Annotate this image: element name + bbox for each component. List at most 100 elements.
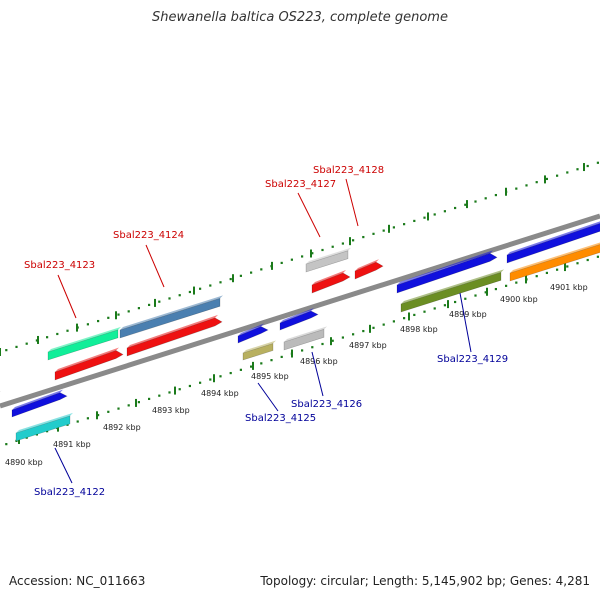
gene-feature[interactable] (396, 250, 498, 294)
ruler-dot (341, 336, 344, 339)
gene-label[interactable]: Sbal223_4124 (113, 230, 184, 241)
ruler-dot (556, 268, 559, 271)
ruler-dot (219, 281, 222, 284)
gene-feature[interactable] (47, 326, 121, 361)
ruler-dot (137, 401, 140, 404)
gene-feature[interactable] (15, 412, 73, 442)
ruler-dot (25, 342, 28, 345)
gene-feature-top (401, 269, 504, 304)
ruler-dot (464, 297, 467, 300)
gene-label[interactable]: Sbal223_4122 (34, 487, 105, 498)
gene-feature-body (126, 317, 223, 357)
ruler-dot (148, 397, 151, 401)
gene-feature[interactable] (11, 389, 68, 418)
gene-feature-top (355, 259, 379, 271)
ruler-dot (301, 255, 304, 258)
ruler-dot (484, 197, 487, 200)
ruler-dot (454, 206, 457, 210)
upper-ruler (0, 161, 599, 356)
ruler-dot (260, 268, 263, 271)
ruler-dot (556, 174, 559, 177)
page-title: Shewanella baltica OS223, complete genom… (152, 10, 448, 25)
ruler-dot (148, 303, 151, 307)
gene-feature[interactable] (283, 326, 327, 351)
gene-feature[interactable] (237, 323, 269, 344)
ruler-dot (250, 271, 253, 274)
ruler-dot (250, 365, 253, 368)
scale-label: 4896 kbp (300, 357, 338, 366)
gene-label[interactable]: Sbal223_4127 (265, 179, 336, 190)
gene-leader-line (459, 292, 472, 353)
gene-feature[interactable] (126, 314, 223, 357)
ruler-dot (423, 216, 426, 219)
ruler-dot (209, 284, 212, 287)
accession-label: Accession: NC_011663 (9, 574, 146, 588)
ruler-dot (35, 433, 38, 436)
ruler-dot (443, 304, 446, 307)
gene-label[interactable]: Sbal223_4125 (245, 413, 316, 424)
scale-label: 4898 kbp (400, 325, 438, 334)
gene-feature-body (509, 244, 600, 282)
gene-label[interactable]: Sbal223_4129 (437, 354, 508, 365)
ruler-dot (86, 323, 89, 326)
ruler-dot (413, 219, 416, 223)
gene-feature-top (280, 307, 314, 323)
scale-label: 4893 kbp (152, 406, 190, 415)
gene-leader-line (311, 351, 324, 397)
gene-label[interactable]: Sbal223_4123 (24, 260, 95, 271)
ruler-dot (515, 281, 518, 284)
scale-label: 4894 kbp (201, 389, 239, 398)
ruler-dot (413, 313, 416, 317)
gene-feature[interactable] (311, 269, 351, 294)
gene-feature-top (510, 242, 600, 273)
scale-label: 4901 kbp (550, 283, 588, 292)
ruler-dot (25, 436, 28, 439)
ruler-dot (97, 413, 100, 417)
ruler-dot (484, 291, 487, 294)
gene-feature[interactable] (506, 220, 600, 264)
ruler-dot (586, 164, 589, 168)
ruler-dot (505, 284, 508, 287)
gene-feature[interactable] (242, 340, 276, 361)
ruler-dot (331, 339, 334, 342)
ruler-dot (239, 274, 242, 277)
ruler-dot (362, 329, 365, 333)
ruler-dot (239, 368, 242, 371)
ruler-dot (454, 300, 457, 304)
gene-feature-body (15, 415, 71, 442)
gene-feature[interactable] (305, 247, 351, 273)
gene-label[interactable]: Sbal223_4126 (291, 399, 362, 410)
ruler-dot (443, 210, 446, 213)
gene-feature[interactable] (54, 347, 124, 381)
gene-feature[interactable] (354, 259, 384, 280)
ruler-dot (362, 235, 365, 239)
ruler-dot (127, 310, 130, 313)
ruler-dot (403, 223, 406, 226)
ruler-dot (403, 317, 406, 320)
ruler-dot (76, 420, 79, 423)
ruler-dot (46, 336, 49, 339)
ruler-dot (117, 313, 120, 316)
gene-feature-top (284, 326, 327, 342)
gene-feature[interactable] (279, 307, 319, 331)
ruler-dot (474, 200, 477, 203)
gene-features (0, 220, 600, 442)
ruler-dot (107, 410, 110, 413)
gene-feature[interactable] (400, 269, 504, 313)
gene-feature-top (312, 269, 346, 285)
gene-leader-line (57, 274, 77, 319)
scale-label: 4891 kbp (53, 440, 91, 449)
ruler-dot (178, 294, 181, 297)
lower-ruler (5, 255, 599, 446)
ruler-dot (229, 371, 232, 375)
scale-label: 4890 kbp (5, 458, 43, 467)
ruler-dot (86, 417, 89, 420)
gene-feature[interactable] (509, 238, 600, 282)
ruler-dot (199, 381, 202, 384)
ruler-dot (321, 248, 324, 252)
ruler-dot (464, 203, 467, 206)
ruler-dot (494, 193, 497, 197)
gene-label[interactable]: Sbal223_4128 (313, 165, 384, 176)
ruler-dot (188, 290, 191, 294)
gene-feature[interactable] (119, 295, 223, 339)
